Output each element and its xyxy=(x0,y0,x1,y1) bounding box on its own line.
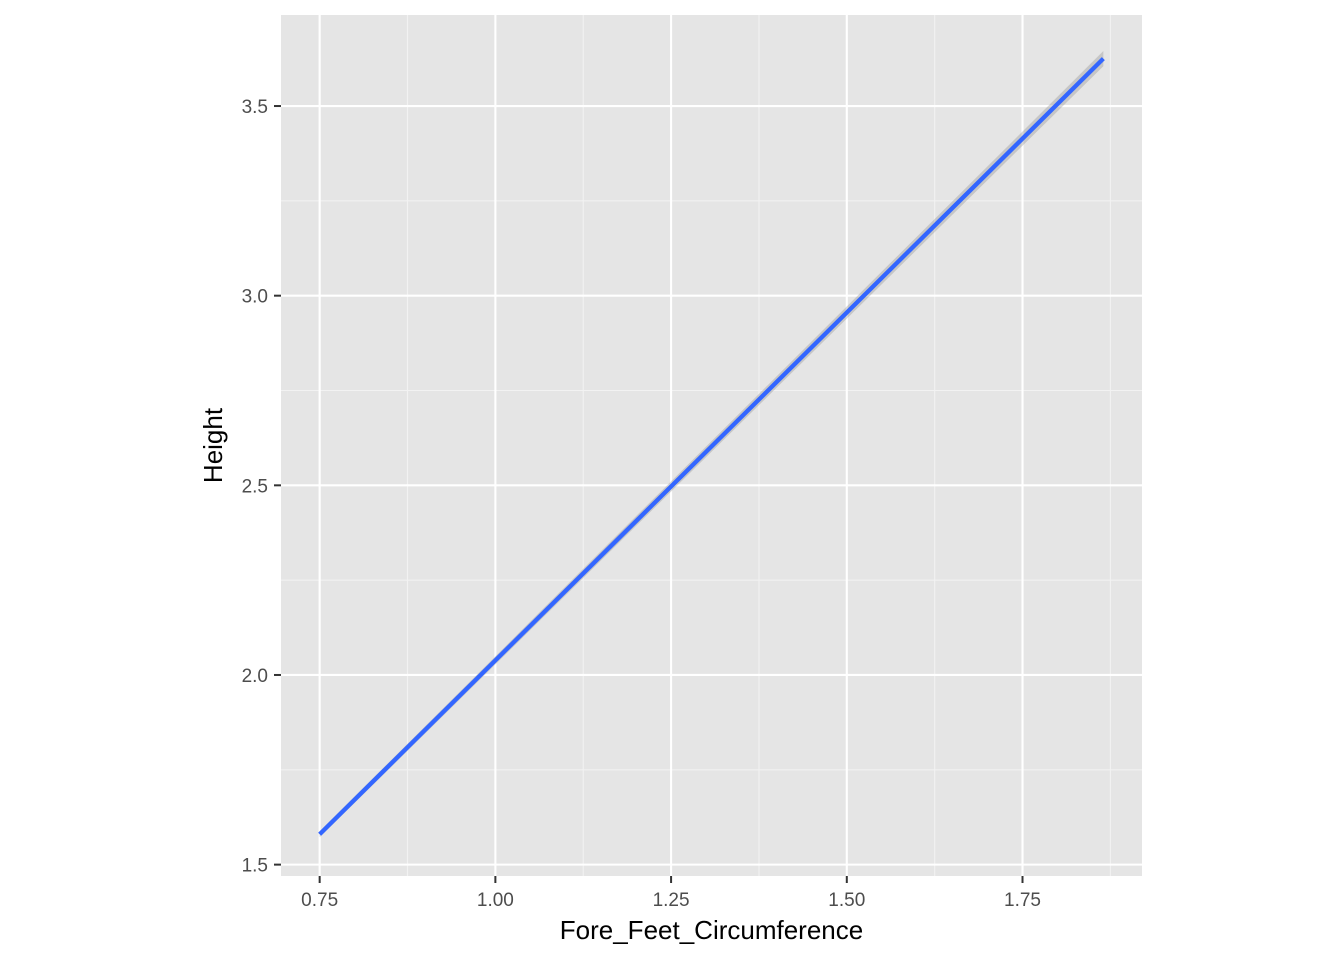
y-tick-label: 3.5 xyxy=(242,97,268,118)
y-tick-label: 2.5 xyxy=(242,476,268,497)
y-tick-label: 1.5 xyxy=(242,856,268,877)
regression-line xyxy=(318,57,1105,836)
x-tick-label: 1.00 xyxy=(477,890,514,911)
y-axis: 1.5 2.0 2.5 3.0 3.5 xyxy=(242,97,281,877)
y-tick-label: 3.0 xyxy=(242,287,268,308)
major-gridlines xyxy=(281,15,1142,876)
x-tick-label: 1.75 xyxy=(1004,890,1041,911)
minor-gridlines xyxy=(281,15,1142,876)
x-tick-label: 1.50 xyxy=(828,890,865,911)
series-layer xyxy=(318,51,1105,838)
x-tick-label: 0.75 xyxy=(301,890,338,911)
x-axis: 0.75 1.00 1.25 1.50 1.75 xyxy=(301,876,1041,911)
x-tick-label: 1.25 xyxy=(653,890,690,911)
y-tick-label: 2.0 xyxy=(242,666,268,687)
y-axis-title: Height xyxy=(198,407,228,483)
x-axis-title: Fore_Feet_Circumference xyxy=(560,915,863,945)
